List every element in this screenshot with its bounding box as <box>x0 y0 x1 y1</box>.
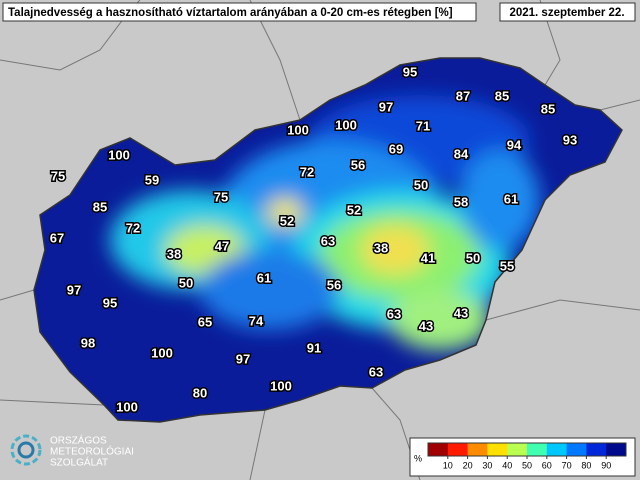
colorbar-segment <box>566 443 587 456</box>
value-label: 50 <box>466 250 480 265</box>
value-label: 97 <box>379 99 393 114</box>
value-label: 100 <box>287 122 309 137</box>
value-label: 63 <box>387 306 401 321</box>
value-label: 100 <box>335 117 357 132</box>
country-border <box>33 57 623 423</box>
colorbar: % 10 20 30 40 50 60 70 80 90 <box>409 437 636 477</box>
colorbar-segment <box>428 443 449 456</box>
value-label: 52 <box>280 213 294 228</box>
value-label: 100 <box>116 399 138 414</box>
colorbar-segment <box>606 443 627 456</box>
value-label: 67 <box>50 230 64 245</box>
map-labels: 95 87 85 85 97 100 100 71 94 93 100 69 84 56 75 59 72 50 5… <box>48 63 578 416</box>
colorbar-tick-label: 20 <box>463 460 473 470</box>
value-label: 84 <box>454 146 469 161</box>
value-label: 85 <box>541 101 555 116</box>
value-label: 63 <box>321 233 335 248</box>
colorbar-tick-label: 80 <box>581 460 591 470</box>
colorbar-tick-label: 70 <box>562 460 572 470</box>
value-label: 56 <box>351 157 365 172</box>
value-label: 72 <box>126 220 140 235</box>
value-label: 61 <box>504 191 518 206</box>
value-label: 75 <box>214 189 228 204</box>
map-title: Talajnedvesség a hasznosítható víztartal… <box>8 7 453 19</box>
colorbar-tick-label: 60 <box>542 460 552 470</box>
value-label: 100 <box>108 147 130 162</box>
logo-line: METEOROLÓGIAI <box>50 445 134 458</box>
colorbar-tick-label: 90 <box>601 460 611 470</box>
value-label: 97 <box>236 351 250 366</box>
colorbar-tick-label: 50 <box>522 460 532 470</box>
colorbar-segment <box>447 443 469 456</box>
value-label: 43 <box>454 305 468 320</box>
value-label: 50 <box>179 275 193 290</box>
date-box <box>499 2 636 22</box>
logo: ORSZÁGOS METEOROLÓGIAI SZOLGÁLAT <box>10 434 134 469</box>
value-label: 98 <box>81 335 95 350</box>
colorbar-tick-label: 30 <box>482 460 492 470</box>
value-label: 100 <box>270 378 292 393</box>
value-label: 95 <box>103 295 117 310</box>
value-label: 59 <box>145 172 159 187</box>
colorbar-segment <box>487 443 508 456</box>
colorbar-unit: % <box>414 453 422 463</box>
value-label: 85 <box>495 88 509 103</box>
value-label: 47 <box>215 238 229 253</box>
value-label: 41 <box>421 250 435 265</box>
value-label: 43 <box>419 318 433 333</box>
value-label: 87 <box>456 88 470 103</box>
value-label: 38 <box>374 240 388 255</box>
value-label: 38 <box>167 246 181 261</box>
value-label: 65 <box>198 314 212 329</box>
colorbar-segment <box>507 443 528 456</box>
value-label: 97 <box>67 282 81 297</box>
colorbar-segment <box>586 443 607 456</box>
value-label: 94 <box>507 137 522 152</box>
colorbar-tick-label: 40 <box>502 460 512 470</box>
value-label: 52 <box>347 202 361 217</box>
colorbar-tick-label: 10 <box>443 460 453 470</box>
value-label: 80 <box>193 385 207 400</box>
logo-line: SZOLGÁLAT <box>50 456 108 469</box>
colorbar-segment <box>546 443 568 456</box>
value-label: 69 <box>389 141 403 156</box>
value-label: 91 <box>307 340 321 355</box>
logo-line: ORSZÁGOS <box>50 434 107 447</box>
title-box <box>2 2 477 22</box>
colorbar-segment <box>527 443 548 456</box>
value-label: 75 <box>51 168 65 183</box>
value-label: 74 <box>249 313 264 328</box>
value-label: 56 <box>327 277 341 292</box>
value-label: 71 <box>416 118 430 133</box>
colorbar-segment <box>467 443 488 456</box>
map-date: 2021. szeptember 22. <box>509 7 624 19</box>
value-label: 61 <box>257 270 271 285</box>
value-label: 50 <box>414 177 428 192</box>
value-label: 58 <box>454 194 468 209</box>
value-label: 85 <box>93 199 107 214</box>
value-label: 72 <box>300 164 314 179</box>
value-label: 63 <box>369 364 383 379</box>
value-label: 95 <box>403 64 417 79</box>
value-label: 100 <box>151 345 173 360</box>
value-label: 55 <box>500 258 514 273</box>
value-label: 93 <box>563 132 577 147</box>
